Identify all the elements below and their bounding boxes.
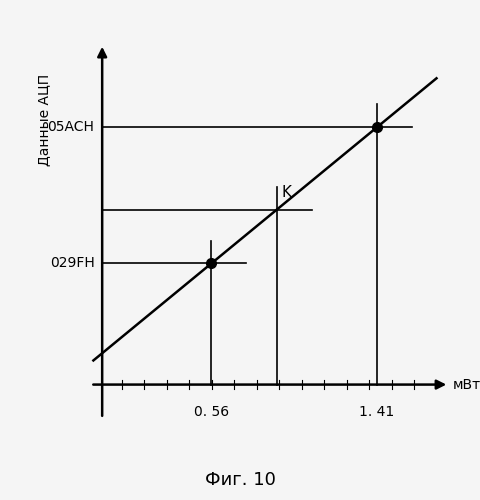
Text: K: K (281, 186, 291, 200)
Text: Данные АЦП: Данные АЦП (36, 74, 50, 166)
Text: 0. 56: 0. 56 (193, 406, 228, 419)
Text: 1. 41: 1. 41 (359, 406, 394, 419)
Text: мВт: мВт (452, 378, 480, 392)
Text: 029FH: 029FH (49, 256, 94, 270)
Text: Фиг. 10: Фиг. 10 (204, 471, 276, 489)
Text: 05ACH: 05ACH (48, 120, 94, 134)
